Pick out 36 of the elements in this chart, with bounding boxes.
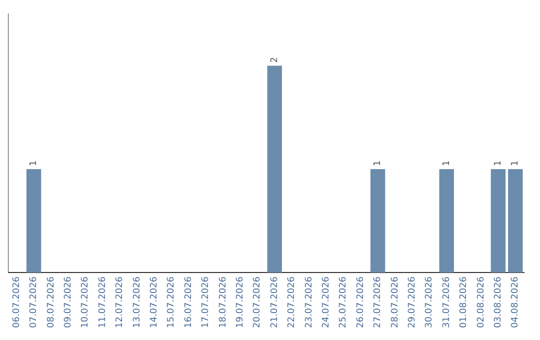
data-label: 1 <box>29 160 40 166</box>
x-tick-label: 09.07.2026 <box>64 276 74 328</box>
x-tick-label: 20.07.2026 <box>252 276 263 328</box>
x-tick-label: 14.07.2026 <box>150 276 160 328</box>
data-label: 1 <box>373 160 384 166</box>
data-label: 1 <box>494 160 504 166</box>
x-tick-label: 25.07.2026 <box>338 276 349 328</box>
x-tick-label: 02.08.2026 <box>476 276 486 328</box>
x-tick-label: 19.07.2026 <box>236 276 246 328</box>
x-tick-label: 15.07.2026 <box>166 276 177 328</box>
x-tick-label: 07.07.2026 <box>29 276 40 328</box>
x-tick-label: 06.07.2026 <box>12 276 22 328</box>
x-tick-label: 29.07.2026 <box>408 276 418 328</box>
x-tick-label: 24.07.2026 <box>322 276 332 328</box>
x-tick-label: 31.07.2026 <box>442 276 452 328</box>
x-tick-label: 10.07.2026 <box>80 276 91 328</box>
data-label: 1 <box>442 160 452 166</box>
x-tick-label: 18.07.2026 <box>218 276 228 328</box>
x-tick-label: 08.07.2026 <box>46 276 56 328</box>
x-tick-label: 22.07.2026 <box>287 276 298 328</box>
x-tick-label: 13.07.2026 <box>132 276 142 328</box>
x-tick-label: 21.07.2026 <box>270 276 280 328</box>
x-tick-label: 01.08.2026 <box>459 276 470 328</box>
x-tick-label: 27.07.2026 <box>373 276 384 328</box>
x-tick-label: 26.07.2026 <box>356 276 366 328</box>
data-label: 2 <box>270 56 280 63</box>
x-tick-label: 28.07.2026 <box>390 276 400 328</box>
data-label: 1 <box>510 160 521 166</box>
x-tick-label: 03.08.2026 <box>494 276 504 328</box>
x-tick-label: 11.07.2026 <box>98 276 108 328</box>
x-tick-label: 12.07.2026 <box>115 276 126 328</box>
x-tick-label: 04.08.2026 <box>510 276 521 328</box>
x-tick-label: 16.07.2026 <box>184 276 194 328</box>
x-tick-label: 30.07.2026 <box>424 276 435 328</box>
x-tick-label: 23.07.2026 <box>304 276 314 328</box>
x-tick-label: 17.07.2026 <box>201 276 212 328</box>
